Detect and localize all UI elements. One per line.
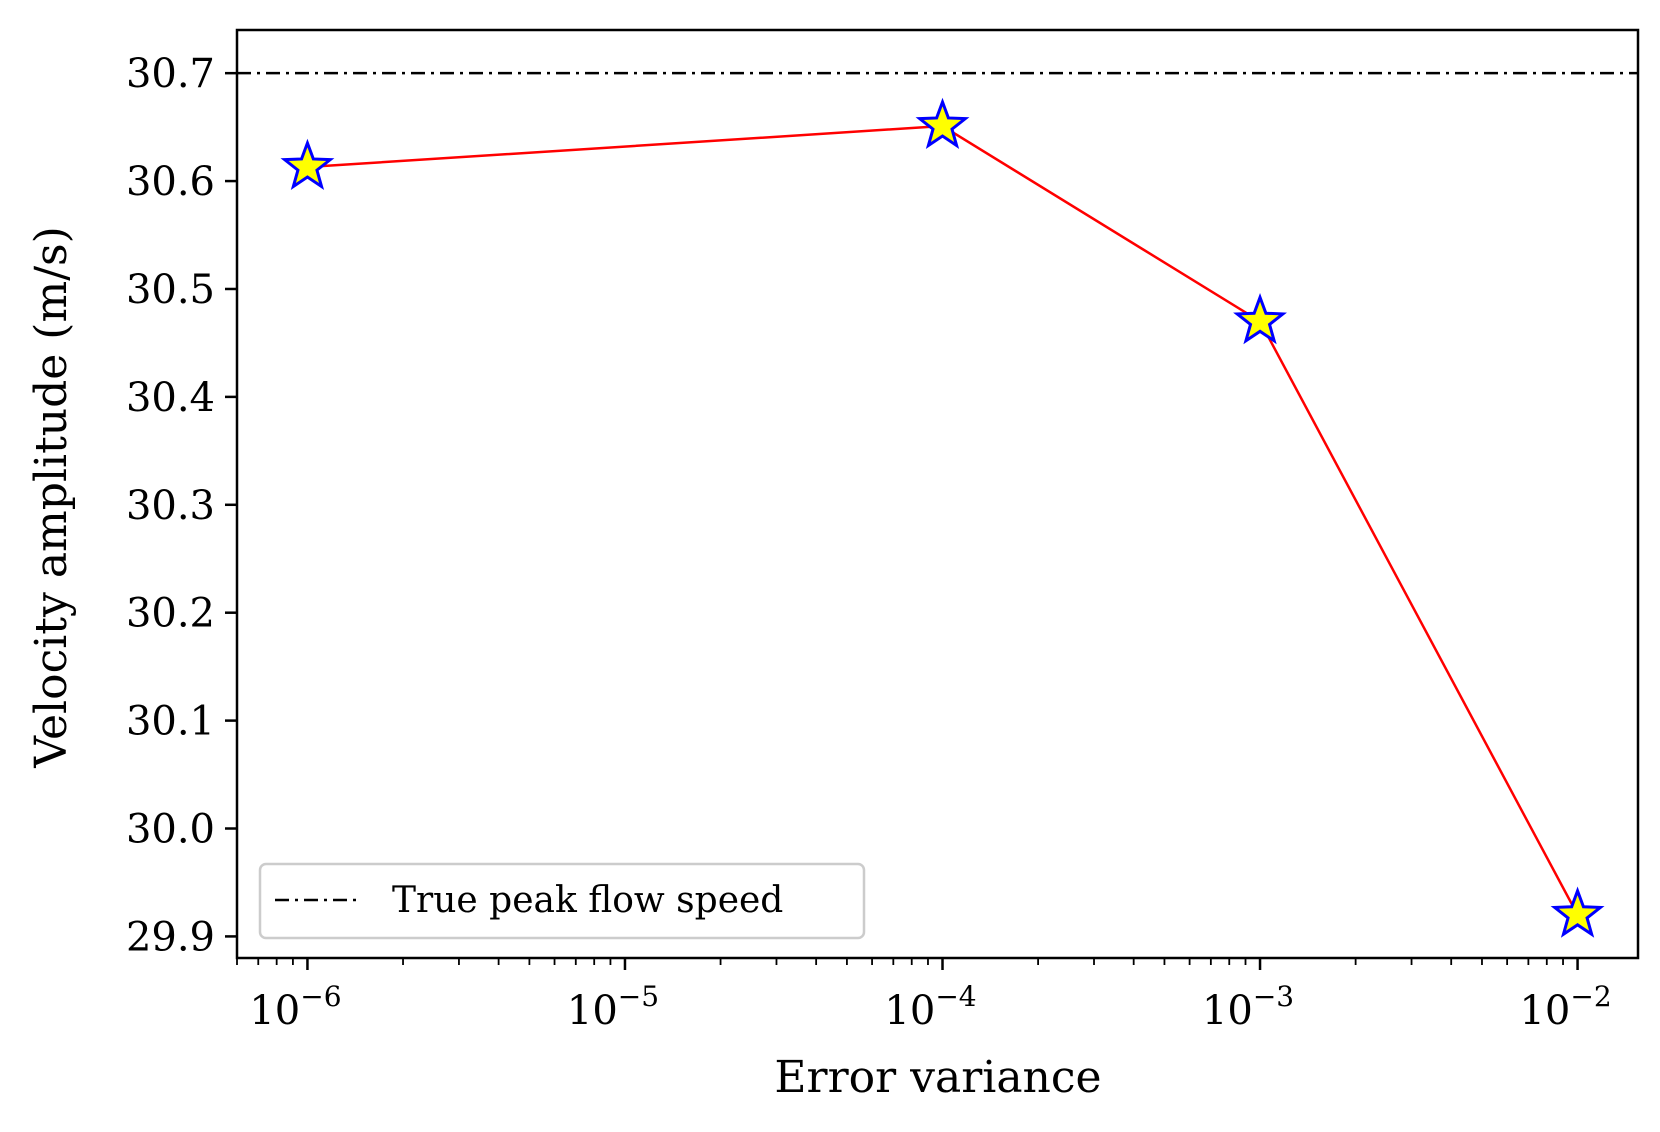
- data-point-star-marker: [915, 97, 970, 149]
- series-line: [307, 124, 1579, 916]
- x-axis-label: Error variance: [774, 1052, 1101, 1103]
- plot-area-frame: [235, 28, 1640, 960]
- y-tick-label: 30.6: [126, 159, 215, 205]
- y-tick-label: 30.7: [126, 51, 215, 97]
- y-tick-label: 30.2: [126, 591, 215, 637]
- y-tick-label: 30.1: [126, 699, 215, 745]
- x-tick-label: 10−6: [249, 980, 341, 1034]
- y-tick-label: 30.3: [126, 483, 215, 529]
- data-point-star-marker: [1550, 886, 1605, 938]
- plot-layer: 29.9 30.0 30.1 30.2 30.3 30.4 30.5 30.6 30.7 10−6…: [126, 28, 1640, 1034]
- legend: True peak flow speed: [258, 862, 866, 940]
- legend-frame: [258, 862, 866, 940]
- data-point-star-marker: [1233, 293, 1287, 345]
- legend-entry-true-peak-flow-speed: True peak flow speed: [392, 880, 783, 921]
- y-tick-label: 30.0: [126, 807, 215, 853]
- y-tick-label: 30.4: [126, 375, 215, 421]
- y-axis-label: Velocity amplitude (m/s): [26, 226, 77, 769]
- y-tick-label: 29.9: [126, 914, 215, 960]
- y-tick-label: 30.5: [126, 267, 215, 313]
- data-point-star-marker: [280, 138, 335, 190]
